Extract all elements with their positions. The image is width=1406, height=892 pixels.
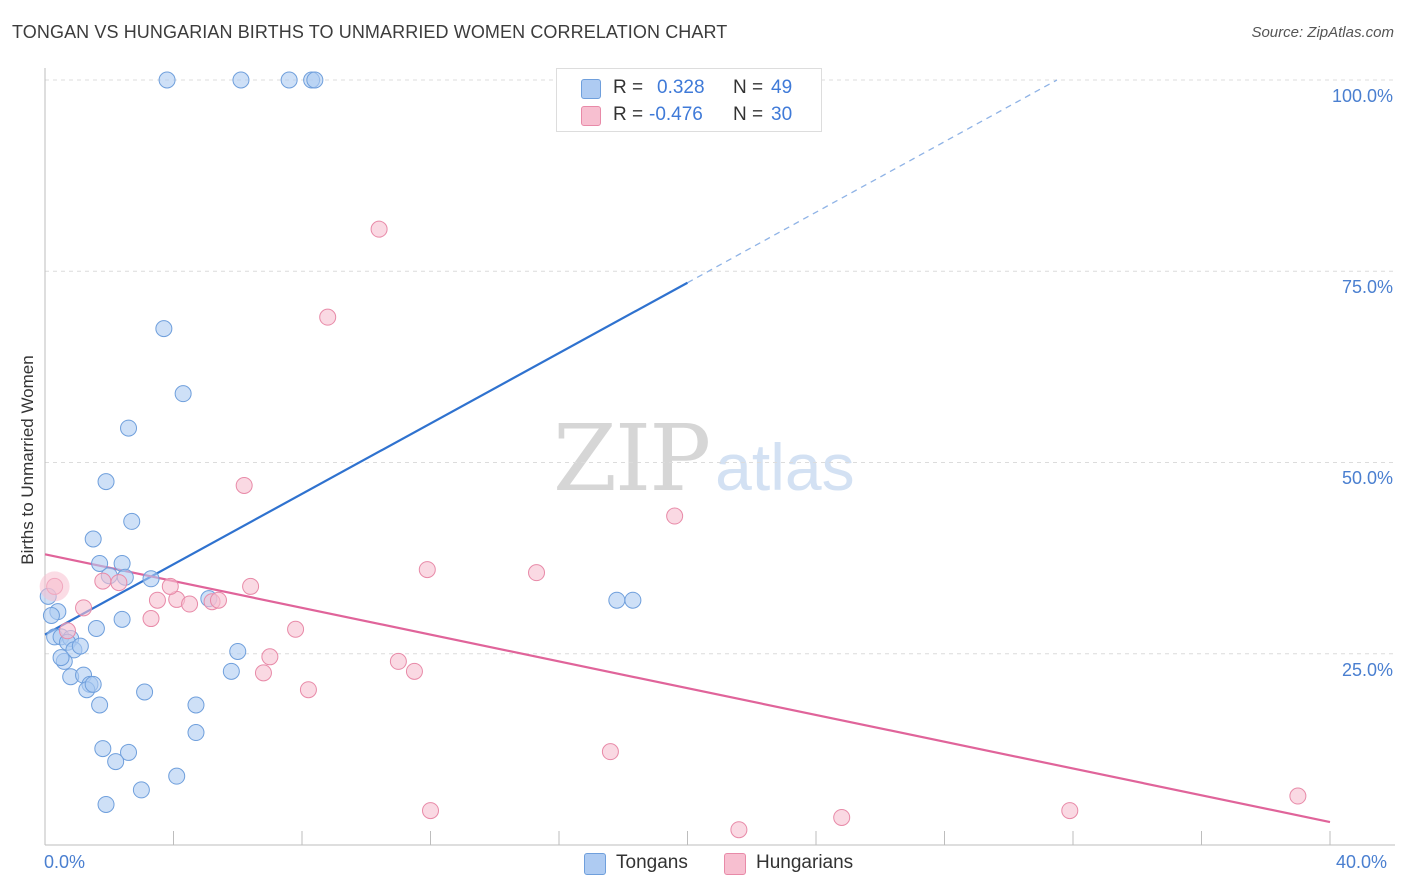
tongan-point xyxy=(132,781,150,799)
legend-hungarians-swatch xyxy=(724,853,746,875)
y-tick-25: 25.0% xyxy=(1341,660,1393,680)
hungarian-point xyxy=(405,662,423,680)
trend-lines xyxy=(44,79,1331,824)
tongan-point xyxy=(232,71,250,89)
tongans-n-label: N = xyxy=(733,77,764,98)
tongan-point xyxy=(94,740,112,758)
hungarian-point xyxy=(528,564,546,582)
hungarians-r-label: R = xyxy=(613,104,644,125)
tongans-r-value: 0.328 xyxy=(657,77,705,98)
y-tick-50: 50.0% xyxy=(1341,468,1393,488)
legend-hungarians-label: Hungarians xyxy=(756,852,854,873)
tongan-point xyxy=(608,591,626,609)
stats-box: R = 0.328 N = 49 R = -0.476 N = 30 xyxy=(556,68,822,132)
gridlines xyxy=(45,79,1395,655)
tongans-trend-line xyxy=(44,281,689,636)
hungarian-point xyxy=(287,620,305,638)
tongans-swatch xyxy=(581,79,601,99)
data-points xyxy=(39,71,1307,839)
hungarians-r-value: -0.476 xyxy=(649,104,703,125)
hungarian-point xyxy=(94,572,112,590)
hungarian-point xyxy=(730,821,748,839)
tongan-point xyxy=(280,71,298,89)
tongan-point xyxy=(624,591,642,609)
tongan-point xyxy=(187,696,205,714)
tongan-point xyxy=(120,419,138,437)
hungarian-point xyxy=(235,476,253,494)
tongan-point xyxy=(113,554,131,572)
tongan-point xyxy=(71,637,89,655)
hungarian-point xyxy=(666,507,684,525)
hungarian-point xyxy=(242,577,260,595)
hungarian-point xyxy=(261,648,279,666)
legend-tongans-label: Tongans xyxy=(616,852,688,873)
tongan-point xyxy=(174,385,192,403)
legend-tongans-swatch xyxy=(584,853,606,875)
y-axis-label: Births to Unmarried Women xyxy=(18,355,37,565)
hungarian-point xyxy=(418,561,436,579)
tongan-point xyxy=(84,530,102,548)
hungarian-point xyxy=(58,622,76,640)
hungarian-point xyxy=(833,808,851,826)
source-credit: Source: ZipAtlas.com xyxy=(1251,24,1394,41)
x-tick-max: 40.0% xyxy=(1336,852,1388,872)
tongan-point xyxy=(113,610,131,628)
hungarian-point xyxy=(254,664,272,682)
tongan-point xyxy=(123,512,141,530)
hungarian-point xyxy=(1061,802,1079,820)
tongan-point xyxy=(222,662,240,680)
tongan-point xyxy=(52,649,70,667)
hungarians-n-value: 30 xyxy=(771,104,793,125)
tongans-n-value: 49 xyxy=(771,77,793,98)
hungarian-point xyxy=(142,610,160,628)
hungarian-point xyxy=(319,308,337,326)
tongan-point xyxy=(97,473,115,491)
tongan-point xyxy=(120,743,138,761)
hungarian-point xyxy=(601,743,619,761)
tongan-point xyxy=(142,570,160,588)
tongan-point xyxy=(187,724,205,742)
hungarian-point xyxy=(370,220,388,238)
hungarians-swatch xyxy=(581,106,601,126)
tongan-point xyxy=(155,320,173,338)
hungarian-point xyxy=(1289,787,1307,805)
y-tick-100: 100.0% xyxy=(1331,86,1393,106)
tongan-point xyxy=(84,675,102,693)
tongan-point xyxy=(229,642,247,660)
hungarian-point xyxy=(181,595,199,613)
hungarian-point xyxy=(209,591,227,609)
tongan-point xyxy=(107,753,125,771)
hungarian-point xyxy=(148,591,166,609)
tongans-trend-extension xyxy=(687,79,1058,284)
hungarian-point xyxy=(299,681,317,699)
hungarian-point xyxy=(422,802,439,820)
hungarian-point-large xyxy=(39,571,70,602)
tongan-point xyxy=(91,696,109,714)
tongan-point xyxy=(87,620,105,638)
axes xyxy=(44,68,1395,846)
hungarians-trend-line xyxy=(44,553,1331,824)
tongan-point xyxy=(306,71,324,89)
hungarian-point xyxy=(161,577,179,595)
hungarian-point xyxy=(75,599,93,617)
tongan-point xyxy=(168,767,186,785)
tongan-point xyxy=(97,795,115,813)
y-tick-75: 75.0% xyxy=(1341,277,1393,297)
tongan-point xyxy=(42,607,60,624)
hungarian-point xyxy=(110,574,128,592)
hungarians-n-label: N = xyxy=(733,104,764,125)
tongans-r-label: R = xyxy=(613,77,644,98)
tongan-point xyxy=(158,71,176,89)
hungarian-point xyxy=(389,652,407,670)
chart-title: TONGAN VS HUNGARIAN BIRTHS TO UNMARRIED … xyxy=(12,22,728,42)
x-tick-min: 0.0% xyxy=(44,852,86,872)
tongan-point xyxy=(91,554,109,572)
tongan-point xyxy=(136,683,154,701)
